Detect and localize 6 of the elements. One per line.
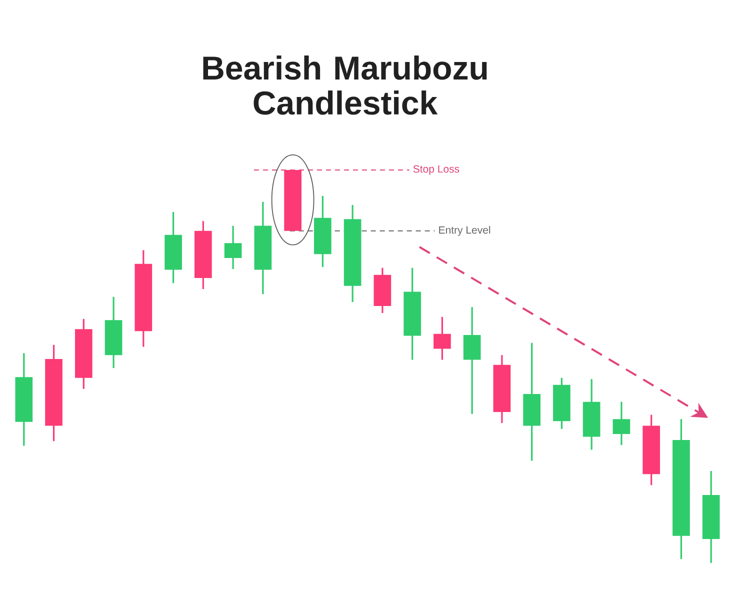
- ref-line-label: Entry Level: [439, 226, 490, 236]
- candlestick: [434, 316, 451, 361]
- candlestick: [612, 401, 630, 446]
- chart-title: Bearish Marubozu Candlestick: [203, 56, 487, 115]
- ref-line-label: Stop Loss: [413, 165, 460, 175]
- candlestick: [224, 224, 242, 270]
